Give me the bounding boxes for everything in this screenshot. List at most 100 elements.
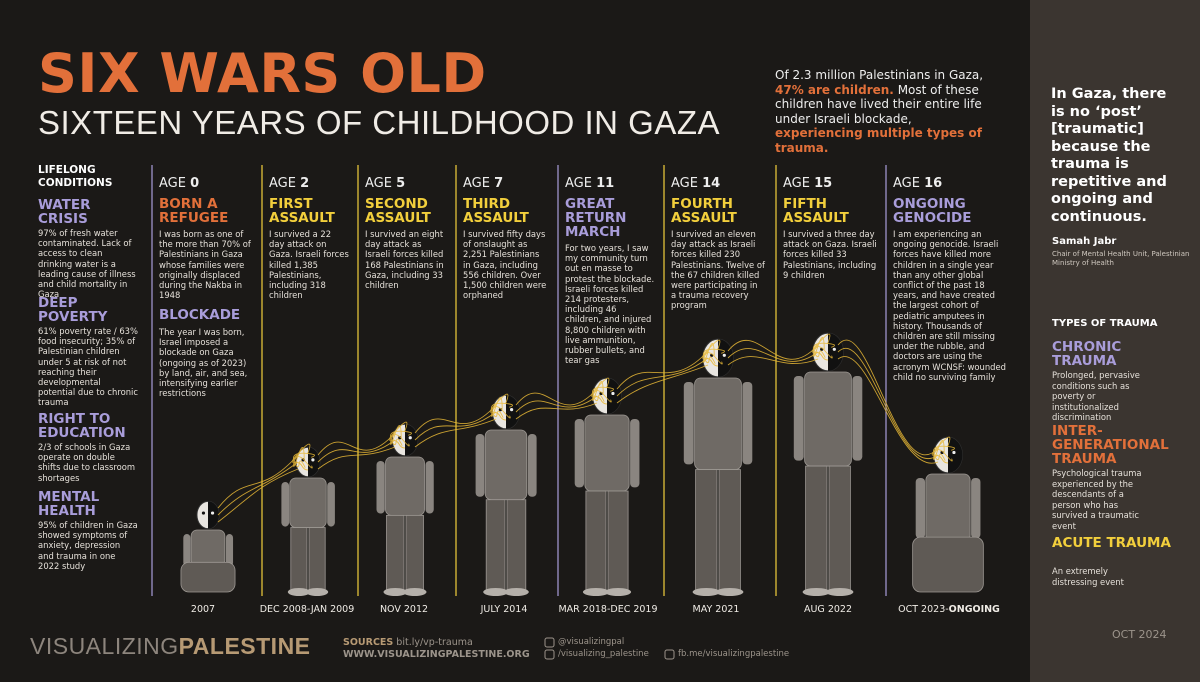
thread-tangle bbox=[390, 434, 410, 447]
thread-tangle bbox=[591, 386, 614, 397]
thread bbox=[414, 411, 497, 441]
column-text: I am experiencing an ongoing genocide. I… bbox=[893, 229, 1006, 382]
age: AGE 14 bbox=[671, 176, 720, 191]
figure-eye bbox=[510, 408, 514, 412]
thread-tangle bbox=[489, 393, 509, 413]
date-text: AUG 2022 bbox=[803, 604, 852, 615]
column-text: I survived an eight day attack as Israel… bbox=[365, 229, 444, 291]
thread bbox=[217, 454, 299, 509]
figure-eye bbox=[408, 436, 412, 440]
threads bbox=[217, 333, 955, 523]
age-number: 2 bbox=[300, 176, 310, 191]
figure-arm bbox=[683, 382, 694, 465]
age: AGE 15 bbox=[783, 176, 832, 191]
condition-text: 95% of children in Gaza showed symptoms … bbox=[38, 520, 138, 571]
thread-tangle bbox=[491, 406, 511, 419]
trauma-text: Prolonged, pervasive conditions such as … bbox=[1052, 370, 1140, 422]
thread-tangle bbox=[703, 352, 723, 365]
figure-shoe bbox=[287, 588, 310, 596]
figure-leg bbox=[607, 490, 629, 591]
figure-arm bbox=[630, 419, 640, 488]
figure-leg bbox=[405, 514, 424, 591]
facebook[interactable]: fb.me/visualizingpalestine bbox=[678, 649, 790, 659]
age-label: AGE bbox=[463, 176, 490, 191]
date-bold: ONGOING bbox=[948, 604, 1000, 615]
thread bbox=[616, 364, 709, 404]
figure-leg bbox=[290, 527, 308, 591]
figure-leg bbox=[828, 465, 851, 591]
age-number: 11 bbox=[596, 176, 615, 191]
intro-text: Most of these children have lived their … bbox=[775, 82, 982, 126]
date-text: 2007 bbox=[190, 604, 216, 615]
figure-shoe bbox=[605, 588, 632, 596]
thread-tangle bbox=[592, 381, 604, 401]
figure-eye bbox=[952, 450, 956, 455]
instagram[interactable]: /visualizing_palestine bbox=[558, 649, 649, 659]
thread bbox=[727, 356, 819, 366]
thread bbox=[414, 418, 497, 448]
column-text: For two years, I saw my community turn o… bbox=[565, 243, 655, 366]
thread-tangle bbox=[592, 395, 608, 405]
age: AGE 0 bbox=[159, 176, 199, 191]
column-title: SECOND ASSAULT bbox=[365, 196, 431, 226]
figure-arm bbox=[527, 434, 537, 497]
thread-tangle bbox=[931, 436, 951, 456]
trauma-text: An extremely distressing event bbox=[1052, 566, 1124, 587]
date: DEC 2008-JAN 2009 bbox=[242, 604, 372, 615]
column-title: FOURTH ASSAULT bbox=[671, 196, 737, 226]
figure-shoe bbox=[504, 588, 529, 596]
thread-tangle bbox=[701, 339, 721, 359]
thread bbox=[217, 461, 299, 516]
figure-head-shade bbox=[308, 447, 320, 477]
figure-torso bbox=[694, 377, 742, 470]
date-text: OCT 2023- bbox=[898, 604, 949, 615]
figure-legs bbox=[912, 536, 984, 593]
figure-arm bbox=[971, 478, 981, 539]
thread-tangle bbox=[390, 425, 402, 445]
website[interactable]: WWW.VISUALIZINGPALESTINE.ORG bbox=[343, 649, 530, 660]
age-label: AGE bbox=[365, 176, 392, 191]
thread-tangle bbox=[388, 421, 408, 441]
figure-shoe bbox=[403, 588, 427, 596]
figure-shoe bbox=[582, 588, 609, 596]
figure-leg bbox=[695, 469, 718, 591]
thread bbox=[317, 439, 396, 463]
age-label: AGE bbox=[269, 176, 296, 191]
age-label: AGE bbox=[565, 176, 592, 191]
sources: SOURCES bit.ly/vp-trauma bbox=[343, 637, 473, 648]
figure-head-shade bbox=[208, 501, 220, 529]
column-title: THIRD ASSAULT bbox=[463, 196, 529, 226]
thread-tangle bbox=[932, 445, 955, 456]
figure-head-shade bbox=[718, 339, 734, 377]
condition-title: RIGHT TO EDUCATION bbox=[38, 411, 126, 441]
figure-eye bbox=[611, 391, 615, 396]
figure-torso bbox=[289, 477, 327, 528]
figure-head-shade bbox=[405, 424, 418, 456]
thread-tangle bbox=[813, 337, 825, 357]
figure-head-shade bbox=[506, 395, 520, 429]
condition-title: MENTAL HEALTH bbox=[38, 489, 100, 519]
sources-label: SOURCES bbox=[343, 637, 394, 648]
thread-tangle bbox=[703, 343, 715, 363]
twitter[interactable]: @visualizingpal bbox=[558, 637, 625, 647]
thread-tangle bbox=[813, 346, 833, 359]
figure-shoe bbox=[383, 588, 407, 596]
figure-eye bbox=[832, 347, 836, 351]
date-text: MAY 2021 bbox=[692, 604, 740, 615]
sources-link[interactable]: bit.ly/vp-trauma bbox=[396, 637, 473, 648]
date: 2007 bbox=[138, 604, 268, 615]
age: AGE 2 bbox=[269, 176, 309, 191]
thread bbox=[515, 388, 598, 406]
figure-arm bbox=[793, 376, 804, 461]
figures bbox=[180, 332, 984, 596]
publication-date: OCT 2024 bbox=[1112, 628, 1167, 641]
thread bbox=[616, 357, 709, 397]
thread-tangle bbox=[592, 390, 612, 403]
date: MAY 2021 bbox=[651, 604, 781, 615]
figure-torso bbox=[484, 429, 528, 501]
column-title: GREAT RETURN MARCH bbox=[565, 196, 627, 240]
thread bbox=[317, 432, 396, 456]
subtitle: SIXTEEN YEARS OF CHILDHOOD IN GAZA bbox=[38, 104, 721, 141]
brand-bold: PALESTINE bbox=[178, 633, 311, 659]
